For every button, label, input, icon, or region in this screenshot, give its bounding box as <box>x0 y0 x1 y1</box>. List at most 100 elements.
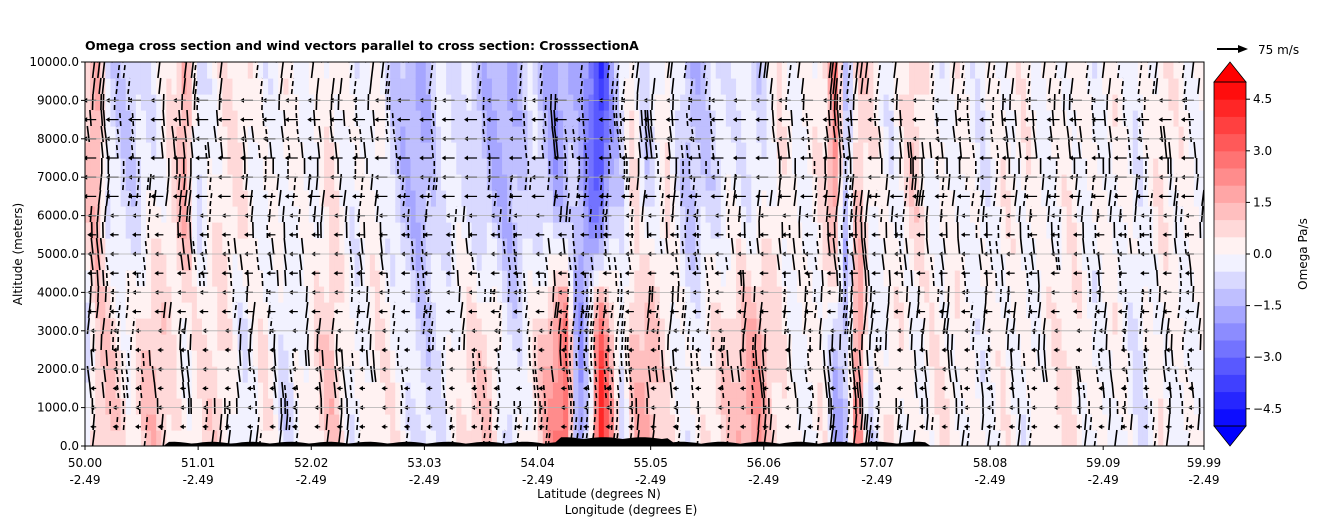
omega-cell <box>120 318 127 335</box>
omega-cell <box>853 126 859 143</box>
omega-cell <box>970 190 976 207</box>
omega-cell <box>191 206 198 223</box>
omega-cell <box>227 142 234 159</box>
omega-cell <box>425 270 432 287</box>
omega-cell <box>588 174 595 191</box>
omega-cell <box>207 142 213 159</box>
omega-cell <box>558 142 564 159</box>
omega-cell <box>176 238 183 255</box>
omega-cell <box>410 302 417 319</box>
omega-cell <box>1117 334 1124 351</box>
omega-cell <box>502 270 508 287</box>
omega-cell <box>227 350 234 367</box>
omega-cell <box>242 254 249 271</box>
omega-cell <box>130 126 137 143</box>
omega-cell <box>822 238 829 255</box>
omega-cell <box>995 222 1002 239</box>
omega-cell <box>344 334 351 351</box>
omega-cell <box>1025 110 1032 127</box>
omega-cell <box>466 142 473 159</box>
omega-cell <box>573 366 579 383</box>
omega-cell <box>588 110 595 127</box>
omega-cell <box>130 430 137 446</box>
omega-cell <box>558 174 564 191</box>
omega-cell <box>273 190 279 207</box>
omega-cell <box>847 414 854 431</box>
omega-cell <box>898 254 905 271</box>
omega-cell <box>303 110 310 127</box>
omega-cell <box>964 334 971 351</box>
omega-cell <box>654 78 661 95</box>
omega-cell <box>934 190 941 207</box>
omega-cell <box>1087 366 1093 383</box>
omega-cell <box>451 254 457 271</box>
omega-cell <box>334 238 340 255</box>
omega-cell <box>522 366 529 383</box>
omega-cell <box>746 398 752 415</box>
omega-cell <box>725 270 732 287</box>
omega-cell <box>166 142 173 159</box>
omega-cell <box>878 302 885 319</box>
omega-cell <box>797 302 803 319</box>
omega-cell <box>171 174 178 191</box>
omega-cell <box>669 270 676 287</box>
omega-cell <box>578 238 585 255</box>
omega-cell <box>659 430 666 446</box>
omega-cell <box>624 238 630 255</box>
omega-cell <box>166 414 173 431</box>
omega-cell <box>1102 158 1108 175</box>
omega-cell <box>675 126 681 143</box>
omega-cell <box>517 430 524 446</box>
omega-cell <box>232 318 239 335</box>
omega-cell <box>888 94 895 111</box>
omega-cell <box>873 158 880 175</box>
omega-cell <box>924 286 930 303</box>
omega-cell <box>85 238 91 255</box>
omega-cell <box>247 94 254 111</box>
omega-cell <box>858 430 864 446</box>
omega-cell <box>349 366 356 383</box>
omega-cell <box>1137 414 1144 431</box>
omega-cell <box>1051 254 1058 271</box>
omega-cell <box>578 190 585 207</box>
omega-cell <box>252 254 259 271</box>
omega-cell <box>171 206 178 223</box>
omega-cell <box>878 414 885 431</box>
omega-cell <box>390 206 396 223</box>
omega-cell <box>385 270 391 287</box>
omega-cell <box>283 430 290 446</box>
omega-cell <box>705 430 712 446</box>
omega-cell <box>578 350 585 367</box>
omega-cell <box>1061 398 1068 415</box>
omega-cell <box>1107 270 1114 287</box>
omega-cell <box>578 286 585 303</box>
omega-cell <box>629 206 635 223</box>
omega-cell <box>476 430 483 446</box>
omega-cell <box>802 334 808 351</box>
omega-cell <box>349 126 356 143</box>
omega-cell <box>847 126 854 143</box>
omega-cell <box>700 206 707 223</box>
omega-cell <box>217 174 223 191</box>
omega-cell <box>1122 174 1129 191</box>
omega-cell <box>598 334 605 351</box>
omega-cell <box>171 110 178 127</box>
omega-cell <box>934 142 941 159</box>
omega-cell <box>730 142 737 159</box>
omega-cell <box>329 270 335 287</box>
omega-cell <box>293 238 300 255</box>
omega-cell <box>268 110 274 127</box>
omega-cell <box>1071 174 1078 191</box>
omega-cell <box>461 190 468 207</box>
omega-cell <box>771 398 778 415</box>
omega-cell <box>303 238 310 255</box>
omega-cell <box>908 222 915 239</box>
omega-cell <box>593 334 600 351</box>
omega-cell <box>771 286 778 303</box>
omega-cell <box>1087 62 1093 79</box>
omega-cell <box>975 430 981 446</box>
omega-cell <box>751 158 757 175</box>
omega-cell <box>278 158 284 175</box>
omega-cell <box>420 238 427 255</box>
omega-cell <box>547 398 554 415</box>
